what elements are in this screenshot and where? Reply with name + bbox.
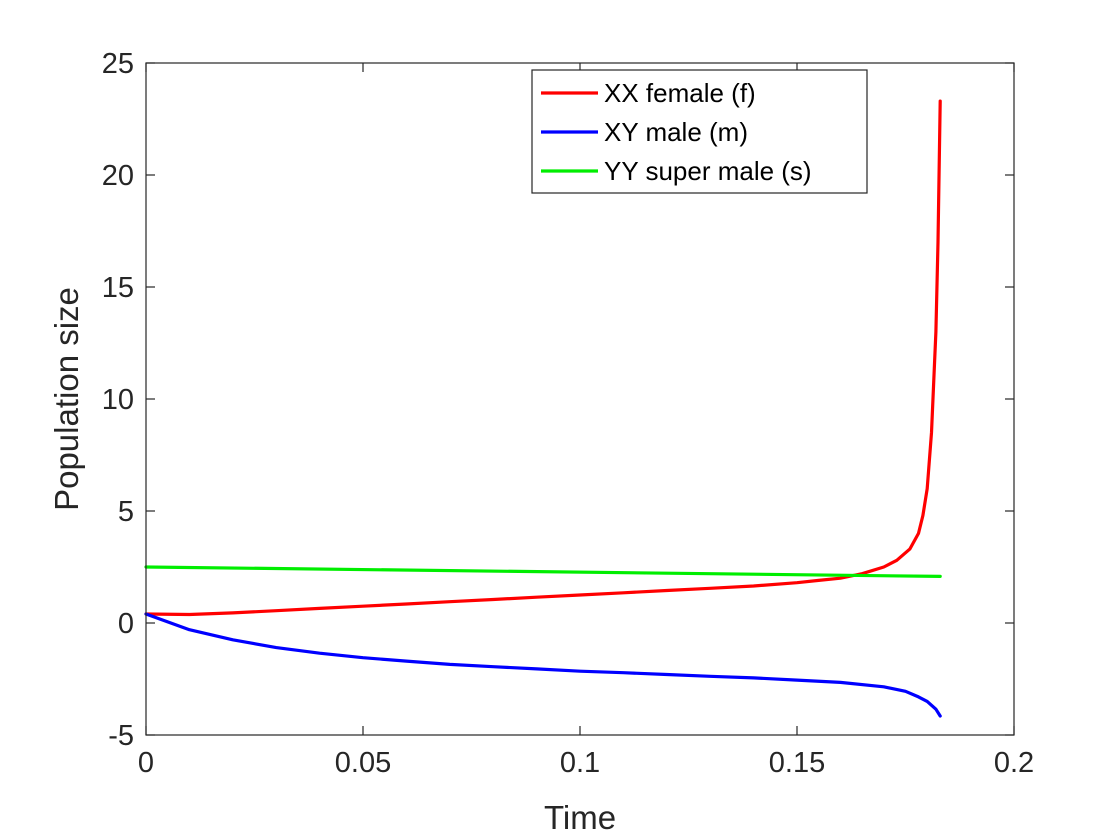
y-tick-label: 15 (102, 272, 134, 304)
x-tick-label: 0.15 (769, 747, 825, 779)
x-tick-label: 0.1 (560, 747, 600, 779)
y-axis-label: Population size (48, 287, 85, 511)
series-line-2 (144, 612, 942, 718)
y-tick-label: -5 (108, 720, 134, 752)
y-tick-label: 25 (102, 48, 134, 80)
legend-label-3: YY super male (s) (604, 156, 812, 186)
legend-label-1: XX female (f) (604, 78, 756, 108)
legend-label-2: XY male (m) (604, 117, 748, 147)
x-tick-label: 0.2 (994, 747, 1034, 779)
x-tick-label: 0.05 (335, 747, 391, 779)
y-tick-label: 5 (118, 496, 134, 528)
x-axis-label: Time (544, 799, 616, 836)
y-tick-label: 20 (102, 160, 134, 192)
series-line-1 (144, 99, 942, 617)
series-layer (144, 99, 942, 718)
y-tick-label: 0 (118, 608, 134, 640)
y-tick-label: 10 (102, 384, 134, 416)
x-tick-label: 0 (138, 747, 154, 779)
series-line-3 (144, 565, 942, 579)
legend: XX female (f) XY male (m) YY super male (s… (531, 69, 868, 194)
